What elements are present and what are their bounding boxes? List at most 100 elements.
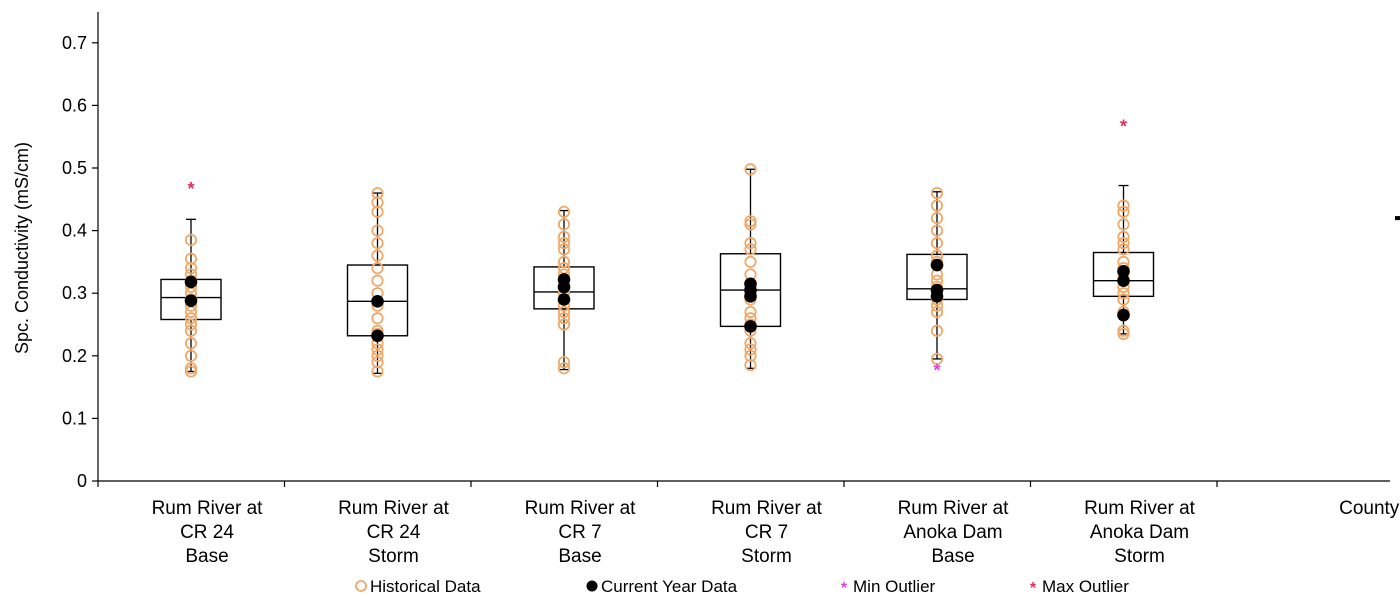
historical-point	[1117, 218, 1130, 231]
legend-outlier-marker: *	[1030, 580, 1037, 597]
historical-point	[371, 205, 384, 218]
historical-point	[744, 305, 757, 319]
historical-point	[1117, 205, 1130, 218]
historical-point	[184, 337, 198, 350]
category-group	[719, 163, 782, 372]
category-label: Rum River at	[898, 498, 1010, 519]
historical-point	[557, 318, 571, 331]
category-group: *	[906, 186, 968, 381]
historical-point	[1117, 199, 1130, 212]
historical-point	[744, 255, 757, 268]
category-label: CR 7	[745, 522, 788, 543]
historical-point	[371, 224, 384, 237]
historical-point	[184, 318, 198, 331]
current-year-point	[557, 273, 571, 286]
y-tick-label: 0.3	[62, 283, 87, 303]
legend-outlier-marker: *	[841, 580, 848, 597]
y-tick-label: 0.1	[62, 408, 87, 428]
historical-point	[557, 237, 571, 250]
x-axis: Rum River at CR 24 Base Rum River at CR 24 St…	[97, 480, 1400, 567]
historical-point	[184, 233, 198, 247]
category-group: *	[1092, 116, 1155, 340]
legend-item: Historical Data	[355, 577, 481, 596]
historical-point	[930, 352, 944, 366]
county-median-marker	[1395, 216, 1400, 221]
historical-point	[557, 205, 571, 218]
current-year-point	[930, 258, 944, 272]
historical-point	[1117, 293, 1130, 306]
category-label: Base	[931, 546, 974, 567]
category-label: Anoka Dam	[903, 522, 1002, 543]
y-axis: 0 0.1 0.2 0.3 0.4 0.5 0.6 0.7	[62, 12, 99, 491]
current-year-point	[744, 320, 757, 333]
historical-point	[557, 355, 571, 369]
category-label: Storm	[368, 546, 419, 567]
historical-point	[371, 249, 384, 262]
current-year-point	[184, 275, 198, 289]
historical-point	[184, 349, 198, 362]
current-year-point	[557, 293, 571, 306]
historical-point	[744, 349, 757, 362]
historical-point	[371, 196, 384, 209]
legend-label: Historical Data	[370, 577, 481, 596]
historical-point	[1117, 287, 1130, 300]
iqr-box	[1092, 251, 1155, 298]
historical-point	[744, 337, 757, 350]
max-outlier-point: *	[1120, 116, 1127, 136]
current-year-point	[184, 294, 198, 308]
category-label: Rum River at	[1084, 498, 1196, 519]
historical-point	[184, 312, 198, 325]
category-label: Rum River at	[152, 498, 264, 519]
category-label: Storm	[741, 546, 792, 567]
historical-point	[371, 274, 384, 287]
historical-point	[557, 255, 571, 268]
historical-point	[744, 237, 757, 250]
legend-item: * Min Outlier	[841, 577, 936, 597]
historical-point	[744, 343, 757, 356]
category-label: County Median	[1339, 498, 1400, 519]
historical-point	[744, 243, 757, 256]
y-tick-label: 0.4	[62, 221, 87, 241]
historical-point	[930, 186, 944, 200]
legend-current-marker	[586, 580, 598, 592]
historical-point	[557, 312, 571, 325]
current-year-point	[1117, 274, 1130, 287]
legend-label: Current Year Data	[601, 577, 738, 596]
historical-point	[371, 262, 384, 275]
historical-point	[184, 324, 198, 337]
historical-point	[930, 211, 944, 225]
historical-point	[930, 224, 944, 237]
legend-historical-marker	[355, 580, 367, 592]
y-tick-label: 0.7	[62, 33, 87, 53]
historical-point	[371, 365, 384, 378]
legend-item: Current Year Data	[586, 577, 738, 596]
category-label: Base	[558, 546, 601, 567]
legend: Historical Data Current Year Data * Min Out…	[355, 577, 1129, 597]
historical-point	[371, 237, 384, 250]
category-label: Storm	[1114, 546, 1165, 567]
historical-point	[557, 362, 571, 375]
current-year-point	[744, 277, 757, 291]
category-label: Rum River at	[525, 498, 637, 519]
category-label: Rum River at	[711, 498, 823, 519]
plot-area: * * *	[160, 116, 1400, 381]
current-year-point	[1117, 264, 1130, 278]
current-year-point	[371, 329, 384, 343]
historical-point	[1117, 237, 1130, 250]
y-tick-label: 0.5	[62, 158, 87, 178]
y-axis-title: Spc. Conductivity (mS/cm)	[12, 142, 32, 354]
historical-point	[930, 305, 944, 319]
historical-point	[371, 186, 384, 200]
historical-point	[371, 349, 384, 362]
category-group: *	[160, 179, 222, 378]
historical-point	[557, 230, 571, 243]
historical-point	[744, 215, 757, 228]
historical-point	[1117, 230, 1130, 243]
historical-point	[557, 305, 571, 319]
category-label: CR 24	[367, 522, 421, 543]
historical-point	[557, 218, 571, 231]
historical-point	[930, 324, 944, 337]
historical-point	[184, 362, 198, 375]
y-tick-label: 0	[77, 471, 87, 491]
